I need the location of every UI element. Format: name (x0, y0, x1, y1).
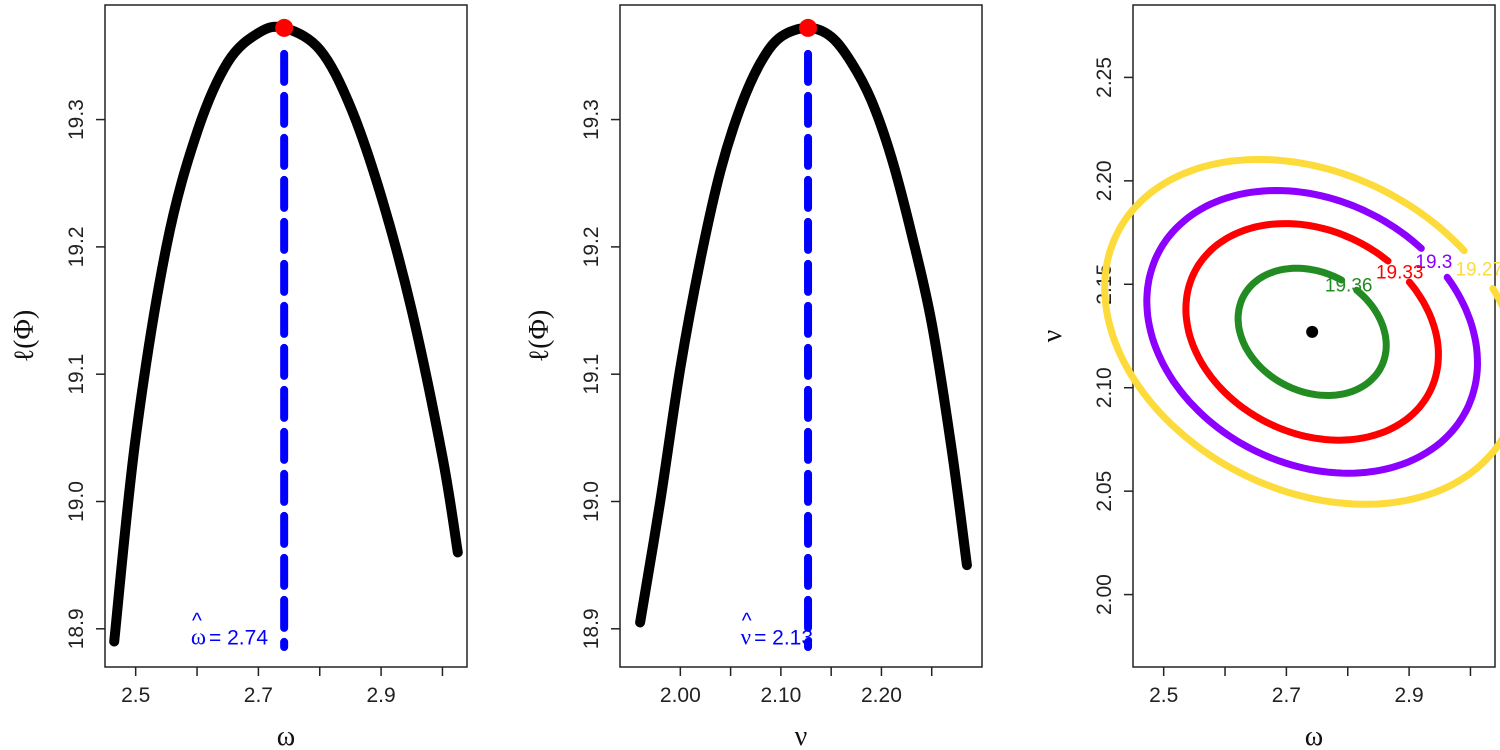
x-tick-label: 2.5 (121, 684, 150, 707)
y-tick-label: 18.9 (65, 608, 88, 649)
x-axis-label: ν (795, 721, 808, 750)
x-tick-label: 2.7 (244, 684, 273, 707)
y-tick-label: 19.1 (580, 354, 603, 395)
contour-line (1234, 264, 1390, 399)
x-axis-label: ω (277, 721, 295, 750)
y-tick-label: 19.3 (65, 99, 88, 140)
plot-area: 2.00 2.10 2.20 18.9 19.0 19.1 19.2 19.3 ν = 2.13^ (580, 4, 983, 707)
maximum-point (275, 18, 294, 37)
mle-annotation: ω = 2.74 (191, 625, 268, 650)
contour-level-label: 19.3 (1415, 252, 1452, 273)
y-tick-label: 2.10 (1093, 367, 1116, 408)
x-tick-label: 2.20 (861, 684, 902, 707)
y-tick-label: 2.00 (1093, 574, 1116, 615)
y-tick-label: 2.20 (1093, 160, 1116, 201)
contour-level-label: 19.36 (1325, 275, 1373, 296)
plot-area: 2.5 2.7 2.92.002.052.102.152.202.2519.2719… (1093, 4, 1500, 707)
contour-level-label: 19.27 (1455, 260, 1500, 281)
contour-level-label: 19.33 (1376, 263, 1424, 284)
maximum-point (799, 18, 818, 37)
y-axis-label: ℓ(Φ) (524, 310, 555, 363)
y-tick-label: 19.3 (580, 99, 603, 140)
x-tick-label: 2.9 (367, 684, 396, 707)
hat-accent: ^ (742, 610, 752, 633)
profile-likelihood-omega-panel: 2.5 2.7 2.918.919.019.119.219.3ω = 2.74^ ω … (9, 4, 468, 750)
profile-likelihood-curve (635, 22, 972, 628)
plot-area: 2.5 2.7 2.9 18.9 19.0 19.1 19.2 19.3 ω = 2.74^ (65, 4, 468, 707)
y-axis-label: ν (1037, 330, 1068, 343)
x-axis-label: ω (1305, 721, 1323, 750)
y-tick-label: 19.2 (65, 226, 88, 267)
plot-frame (1132, 4, 1496, 668)
y-tick-label: 19.2 (580, 226, 603, 267)
y-tick-label: 18.9 (580, 608, 603, 649)
contour-line (1182, 220, 1442, 444)
y-axis-label: ℓ(Φ) (9, 310, 40, 363)
x-tick-label: 2.7 (1272, 684, 1301, 707)
x-tick-label: 2.00 (660, 684, 701, 707)
contour-line (1143, 187, 1481, 477)
y-tick-label: 19.0 (580, 481, 603, 522)
x-tick-label: 2.5 (1149, 684, 1178, 707)
mle-annotation: ν = 2.13 (741, 625, 813, 650)
contour-line (1101, 156, 1500, 508)
y-tick-label: 2.05 (1093, 471, 1116, 512)
joint-contour-panel: 2.5 2.7 2.92.002.052.102.152.202.2519.2719… (1037, 4, 1500, 750)
y-tick-label: 19.1 (65, 354, 88, 395)
y-tick-label: 2.25 (1093, 57, 1116, 98)
plot-frame (104, 4, 468, 668)
x-tick-label: 2.10 (760, 684, 801, 707)
profile-likelihood-nu-panel: 2.00 2.10 2.20 18.9 19.0 19.1 19.2 19.3 ν = 2.13^… (524, 4, 983, 750)
plot-frame (619, 4, 983, 668)
x-tick-label: 2.9 (1395, 684, 1424, 707)
y-tick-label: 19.0 (65, 481, 88, 522)
mle-center-point (1306, 325, 1319, 338)
hat-accent: ^ (192, 610, 202, 633)
